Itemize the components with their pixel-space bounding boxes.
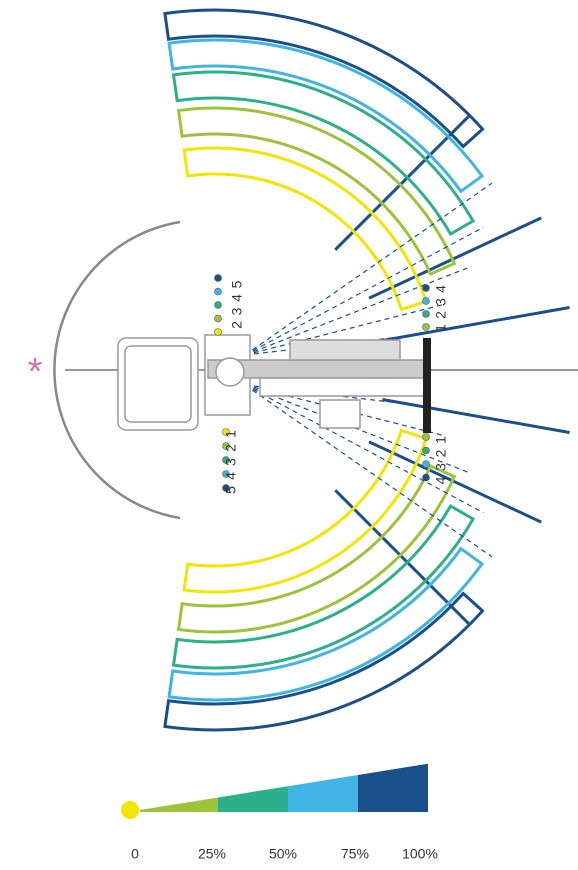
legend-dot — [214, 314, 222, 323]
legend-zero — [121, 801, 139, 819]
legend-dot — [422, 433, 430, 441]
range-band — [182, 146, 429, 312]
vehicle — [117, 334, 431, 431]
range-band — [167, 38, 485, 194]
legend-dot — [422, 297, 430, 305]
dot-label: 4 — [229, 294, 245, 302]
outrigger — [423, 338, 431, 433]
dot-label: 3 — [433, 463, 449, 471]
legend-label: 25% — [198, 846, 226, 862]
legend-dot — [422, 446, 430, 455]
dot-label: 3 — [229, 307, 245, 315]
legend-dot — [214, 287, 222, 296]
legend-wedge — [358, 763, 428, 812]
dot-label: 4 — [433, 476, 449, 484]
legend-wedge — [140, 797, 218, 812]
dot-label: 4 — [433, 285, 449, 293]
boundary-line — [368, 216, 542, 300]
range-band — [171, 503, 476, 670]
legend-label: 0 — [131, 846, 139, 862]
boundary-line — [382, 398, 570, 434]
legend-dot — [422, 473, 430, 482]
legend-label: 75% — [341, 846, 369, 862]
dot-label: 5 — [229, 280, 245, 288]
legend-dot — [222, 456, 230, 464]
legend-dot — [214, 274, 222, 282]
position-marker: * — [28, 351, 43, 393]
legend-wedge — [218, 786, 288, 812]
dot-label: 2 — [433, 449, 449, 457]
legend-label: 100% — [402, 846, 438, 862]
legend-wedge — [288, 774, 358, 812]
reach-line — [244, 267, 468, 356]
dot-label: 5 — [223, 486, 239, 494]
dot-label: 3 — [223, 458, 239, 466]
range-band — [163, 591, 485, 732]
boundary-line — [334, 489, 471, 626]
legend-dot — [214, 328, 222, 336]
range-band — [176, 464, 457, 634]
legend-dot — [222, 484, 230, 492]
reach-line — [244, 384, 484, 514]
range-band — [182, 428, 429, 594]
range-band — [167, 546, 485, 702]
legend-dot — [222, 428, 230, 436]
reach-line — [244, 226, 484, 356]
dot-label: 4 — [223, 472, 239, 480]
range-band — [163, 8, 485, 149]
dot-label: 3 — [433, 298, 449, 306]
legend-dot — [214, 301, 222, 309]
legend-dot — [222, 470, 230, 478]
boundary-line — [368, 440, 542, 524]
legend-dot — [422, 460, 430, 468]
dot-label: 1 — [433, 324, 449, 332]
dot-label: 2 — [433, 311, 449, 319]
legend-dot — [222, 442, 230, 450]
boundary-line — [334, 114, 471, 251]
legend-dot — [422, 323, 430, 331]
legend-dot — [422, 310, 430, 318]
dot-label: 2 — [229, 321, 245, 329]
boundary-line — [382, 306, 570, 342]
range-band — [171, 70, 476, 237]
reach-line — [244, 304, 443, 356]
legend-dot — [422, 284, 430, 292]
dot-label: 1 — [223, 430, 239, 438]
legend-label: 50% — [269, 846, 297, 862]
range-band — [176, 106, 457, 276]
dot-label: 2 — [223, 444, 239, 452]
dot-label: 1 — [433, 436, 449, 444]
base-arc — [53, 220, 181, 520]
